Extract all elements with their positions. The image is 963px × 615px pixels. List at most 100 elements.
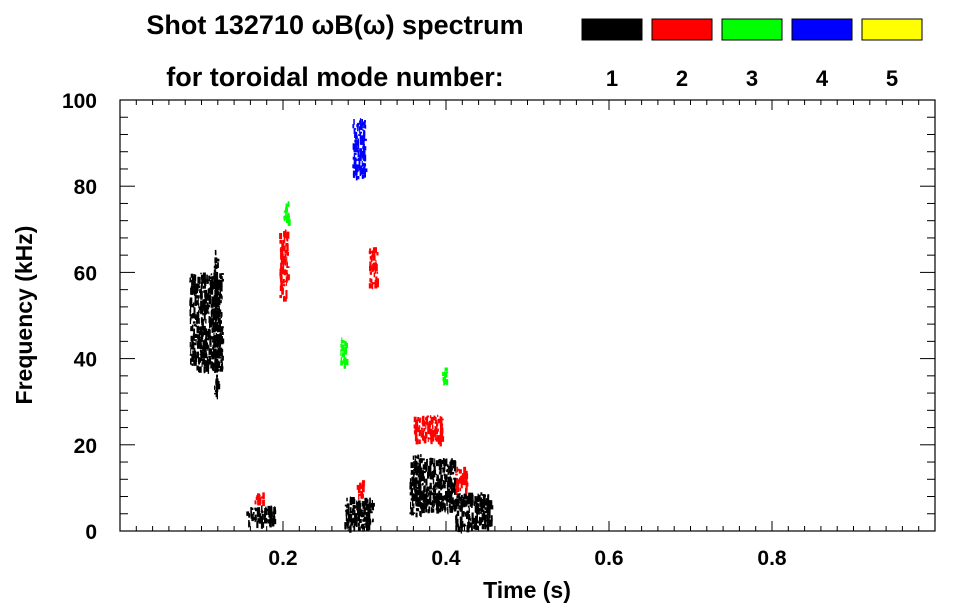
mode-4-speck bbox=[352, 164, 355, 169]
mode-1-speck bbox=[484, 501, 487, 506]
mode-1-speck bbox=[358, 513, 360, 520]
mode-1-speck bbox=[452, 484, 456, 487]
mode-1-speck bbox=[204, 328, 207, 334]
legend-label-4: 4 bbox=[816, 66, 829, 91]
mode-1-speck bbox=[459, 501, 461, 504]
mode-2-speck bbox=[369, 265, 373, 271]
mode-4-speck bbox=[360, 157, 362, 161]
mode-1-speck bbox=[436, 473, 437, 476]
mode-1-feature-6 bbox=[454, 492, 494, 534]
mode-1-speck bbox=[353, 525, 356, 532]
mode-1-speck bbox=[359, 502, 362, 508]
mode-1-speck bbox=[203, 299, 206, 304]
mode-2-speck bbox=[284, 249, 288, 253]
mode-1-speck bbox=[414, 455, 417, 459]
mode-1-speck bbox=[355, 519, 358, 527]
mode-1-speck bbox=[444, 485, 446, 489]
mode-1-speck bbox=[257, 509, 261, 513]
mode-4-speck bbox=[355, 172, 357, 178]
mode-1-speck bbox=[193, 307, 196, 313]
mode-1-speck bbox=[217, 307, 220, 315]
mode-1-speck bbox=[214, 322, 218, 329]
mode-1-speck bbox=[370, 503, 373, 508]
mode-1-speck bbox=[420, 467, 423, 470]
mode-1-speck bbox=[215, 332, 217, 335]
mode-1-speck bbox=[368, 508, 372, 513]
mode-1-speck bbox=[217, 369, 220, 372]
mode-1-speck bbox=[452, 500, 455, 507]
mode-1-speck bbox=[264, 514, 266, 519]
mode-1-speck bbox=[217, 337, 218, 340]
mode-1-speck bbox=[189, 342, 191, 348]
mode-1-speck bbox=[346, 497, 348, 502]
mode-1-speck bbox=[427, 509, 430, 514]
mode-1-speck bbox=[202, 313, 204, 316]
mode-1-speck bbox=[445, 507, 447, 511]
mode-1-speck bbox=[439, 466, 442, 471]
mode-1-speck bbox=[210, 289, 214, 295]
mode-2-speck bbox=[368, 283, 372, 289]
mode-1-speck bbox=[216, 376, 218, 379]
mode-2-speck bbox=[284, 269, 288, 275]
mode-1-speck bbox=[462, 524, 466, 527]
mode-2-speck bbox=[372, 262, 375, 268]
mode-2-speck bbox=[424, 431, 428, 439]
mode-1-feature-1 bbox=[213, 249, 221, 400]
mode-1-speck bbox=[410, 487, 413, 496]
mode-2-speck bbox=[415, 437, 418, 441]
mode-1-speck bbox=[483, 517, 486, 521]
mode-1-speck bbox=[219, 276, 223, 280]
mode-1-speck bbox=[410, 472, 414, 475]
mode-1-speck bbox=[361, 501, 365, 503]
mode-1-speck bbox=[214, 271, 219, 277]
mode-1-speck bbox=[360, 512, 364, 516]
mode-1-speck bbox=[214, 359, 217, 363]
mode-1-speck bbox=[440, 474, 443, 482]
mode-2-speck bbox=[281, 287, 284, 295]
mode-2-speck bbox=[430, 417, 434, 424]
mode-1-speck bbox=[349, 511, 353, 514]
mode-2-speck bbox=[466, 487, 468, 495]
mode-4-speck bbox=[359, 123, 363, 129]
mode-1-speck bbox=[419, 486, 421, 490]
mode-2-speck bbox=[374, 279, 376, 287]
mode-1-speck bbox=[209, 320, 211, 326]
mode-1-speck bbox=[411, 500, 414, 507]
mode-1-speck bbox=[434, 458, 436, 465]
mode-1-speck bbox=[206, 363, 210, 369]
mode-1-speck bbox=[269, 507, 272, 510]
mode-1-speck bbox=[220, 280, 223, 287]
mode-1-speck bbox=[460, 498, 463, 506]
mode-4-speck bbox=[363, 146, 366, 150]
mode-1-speck bbox=[433, 503, 435, 507]
mode-4-speck bbox=[362, 121, 365, 126]
mode-1-speck bbox=[213, 333, 215, 338]
mode-1-speck bbox=[191, 324, 194, 328]
mode-1-speck bbox=[486, 515, 489, 521]
mode-1-speck bbox=[203, 312, 206, 320]
mode-4-speck bbox=[353, 129, 356, 134]
mode-2-speck bbox=[437, 421, 439, 424]
mode-1-speck bbox=[415, 512, 418, 518]
mode-1-speck bbox=[204, 304, 208, 312]
mode-1-speck bbox=[198, 367, 200, 373]
mode-1-speck bbox=[421, 492, 425, 500]
mode-2-speck bbox=[280, 274, 282, 282]
y-axis-label: Frequency (kHz) bbox=[11, 226, 37, 405]
mode-2-speck bbox=[414, 434, 418, 442]
mode-2-feature-7 bbox=[279, 229, 290, 302]
mode-2-speck bbox=[431, 434, 434, 439]
plot-area: 0.2 0.4 0.6 0.8 0 20 40 60 80 100 bbox=[62, 90, 936, 570]
mode-1-speck bbox=[446, 480, 448, 486]
mode-2-speck bbox=[376, 283, 379, 288]
mode-1-speck bbox=[203, 273, 206, 277]
mode-1-speck bbox=[209, 280, 212, 286]
mode-1-speck bbox=[418, 483, 421, 491]
mode-1-speck bbox=[454, 478, 457, 484]
mode-1-speck bbox=[202, 358, 205, 361]
mode-1-speck bbox=[439, 459, 443, 467]
mode-1-speck bbox=[193, 273, 195, 280]
mode-1-speck bbox=[361, 523, 365, 530]
mode-2-speck bbox=[280, 262, 283, 270]
mode-1-speck bbox=[463, 493, 467, 500]
